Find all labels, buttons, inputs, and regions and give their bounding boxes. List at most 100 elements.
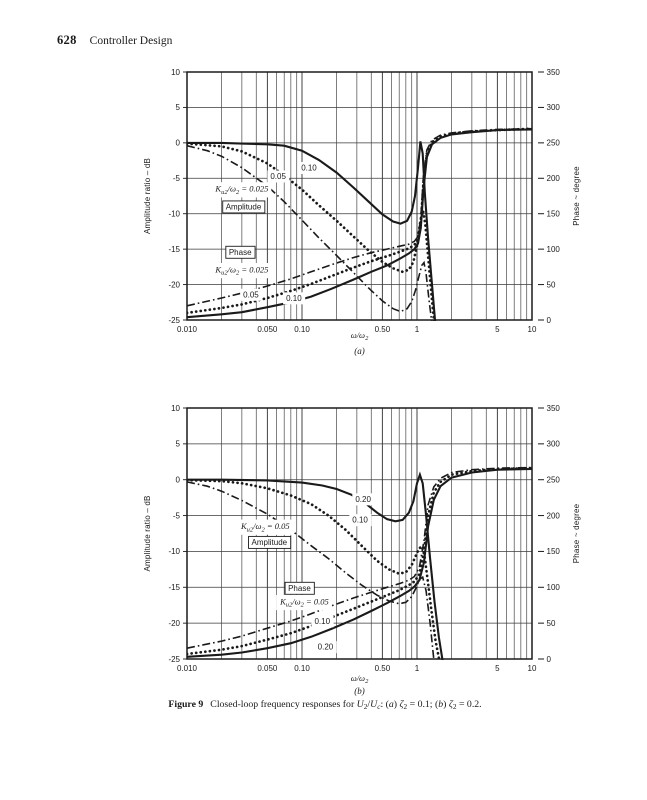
- left-tick-label: -25: [168, 316, 180, 325]
- annotation-text: 0.10: [301, 163, 317, 172]
- left-tick-label: 5: [176, 440, 181, 449]
- subplot-label: (b): [354, 686, 365, 696]
- caption-segment: b: [438, 699, 444, 710]
- caption-segment: a: [388, 699, 394, 710]
- caption-segment: ζ: [448, 699, 453, 710]
- subplot-label: (a): [354, 346, 365, 356]
- left-tick-label: -10: [168, 547, 180, 556]
- figure-caption: Figure 9 Closed-loop frequency responses …: [45, 699, 605, 711]
- x-tick-label: 0.50: [375, 325, 391, 334]
- plot-border: [186, 407, 533, 660]
- annotation-text: Phase: [229, 248, 252, 257]
- right-tick-label: 50: [547, 280, 556, 289]
- caption-segment: 2: [403, 702, 408, 711]
- series-amplitude-0.10: [187, 141, 437, 321]
- series-amplitude-0.10: [186, 478, 441, 660]
- right-tick-label: 350: [547, 404, 561, 413]
- left-tick-label: 10: [171, 404, 180, 413]
- annotation-halo: [267, 170, 290, 183]
- annotation-halo: [283, 292, 306, 305]
- page-number: 628: [57, 33, 77, 47]
- caption-segment: 2: [363, 702, 368, 711]
- right-tick-label: 200: [547, 174, 561, 183]
- x-tick-label: 1: [415, 664, 420, 673]
- caption-segment: Figure 9: [168, 699, 204, 710]
- annotation: Ku2/ω2 = 0.025: [211, 262, 272, 279]
- series-amplitude-0.025: [186, 144, 433, 321]
- annotation-halo: [211, 182, 272, 198]
- x-tick-label: 0.050: [257, 664, 278, 673]
- caption-segment: U: [370, 699, 378, 710]
- right-tick-label: 300: [547, 440, 561, 449]
- left-tick-label: -5: [173, 174, 181, 183]
- annotation-box: [222, 200, 266, 214]
- right-tick-label: 100: [547, 583, 561, 592]
- x-tick-label: 10: [528, 325, 537, 334]
- annotation-text: 0.20: [318, 643, 334, 652]
- annotation-text: Ku2/ω2 = 0.025: [214, 264, 268, 276]
- right-tick-label: 0: [547, 316, 552, 325]
- x-tick-label: 10: [528, 664, 537, 673]
- x-tick-label: 0.50: [375, 664, 391, 673]
- series-amplitude-0.05: [186, 142, 436, 321]
- annotation: Ku2/ω2 = 0.025: [211, 182, 272, 198]
- left-axis-title: Amplitude ratio – dB: [143, 495, 152, 571]
- chart-a: 0.010 0.050 0.10 0.50 1 5 101050-5-10-15-20-25…: [143, 68, 581, 356]
- annotation: 0.20: [314, 641, 337, 654]
- annotation-text: Phase: [288, 584, 311, 593]
- annotation: Ku2/ω2 = 0.05: [237, 519, 293, 535]
- annotation-box: [248, 535, 292, 549]
- series-phase-0.05: [186, 127, 533, 315]
- x-tick-label: 0.010: [177, 664, 198, 673]
- annotation: 0.10: [349, 514, 372, 527]
- annotation: 0.10: [311, 615, 334, 628]
- annotation-text: 0.05: [243, 290, 259, 299]
- right-tick-label: 150: [547, 547, 561, 556]
- x-axis-title: ω/ω2: [351, 673, 369, 685]
- annotation: 0.20: [352, 493, 375, 506]
- left-tick-label: -15: [168, 583, 180, 592]
- annotation: Ku2/ω2 = 0.05: [276, 594, 332, 611]
- left-tick-label: -5: [173, 511, 181, 520]
- left-tick-label: -20: [168, 619, 180, 628]
- x-tick-label: 0.050: [257, 325, 278, 334]
- right-axis-title: Phase ~ degree: [572, 166, 581, 226]
- right-tick-label: 200: [547, 511, 561, 520]
- caption-segment: Closed-loop frequency responses for: [210, 699, 357, 710]
- left-tick-label: -25: [168, 655, 180, 664]
- annotation-text: Amplitude: [252, 538, 288, 547]
- annotation-text: 0.20: [355, 495, 371, 504]
- series-group: [186, 127, 533, 321]
- series-phase-0.20: [186, 467, 533, 658]
- annotation-text: 0.05: [270, 172, 286, 181]
- chart-b: 0.010 0.050 0.10 0.50 1 5 101050-5-10-15-20-25…: [143, 404, 581, 696]
- annotation: 0.05: [240, 288, 263, 301]
- caption-segment: = 0.1; (: [407, 699, 439, 710]
- right-tick-label: 300: [547, 103, 561, 112]
- annotation-text: 0.10: [352, 516, 368, 525]
- annotation-halo: [314, 641, 337, 654]
- x-tick-label: 0.010: [177, 325, 198, 334]
- left-axis-title: Amplitude ratio – dB: [143, 158, 152, 234]
- caption-segment: c: [377, 702, 381, 711]
- annotation-halo: [276, 594, 332, 611]
- left-tick-label: -10: [168, 210, 180, 219]
- caption-segment: /: [367, 699, 371, 710]
- left-tick-label: 0: [176, 139, 181, 148]
- x-axis-title: ω/ω2: [351, 330, 369, 342]
- annotation-box: [225, 245, 256, 259]
- left-tick-label: 0: [176, 476, 181, 485]
- series-amplitude-0.05: [186, 481, 435, 660]
- annotation-box: [284, 581, 315, 595]
- annotation-text: Amplitude: [226, 202, 262, 211]
- annotation-halo: [349, 514, 372, 527]
- annotation-halo: [211, 262, 272, 279]
- annotation: Phase: [284, 581, 315, 595]
- right-tick-label: 350: [547, 68, 561, 77]
- left-tick-label: 5: [176, 103, 181, 112]
- x-tick-label: 0.10: [294, 664, 310, 673]
- annotation: 0.05: [267, 170, 290, 183]
- annotation-halo: [298, 161, 321, 174]
- annotation-text: Ku2/ω2 = 0.025: [214, 184, 268, 196]
- page-header: 628 Controller Design: [57, 33, 172, 48]
